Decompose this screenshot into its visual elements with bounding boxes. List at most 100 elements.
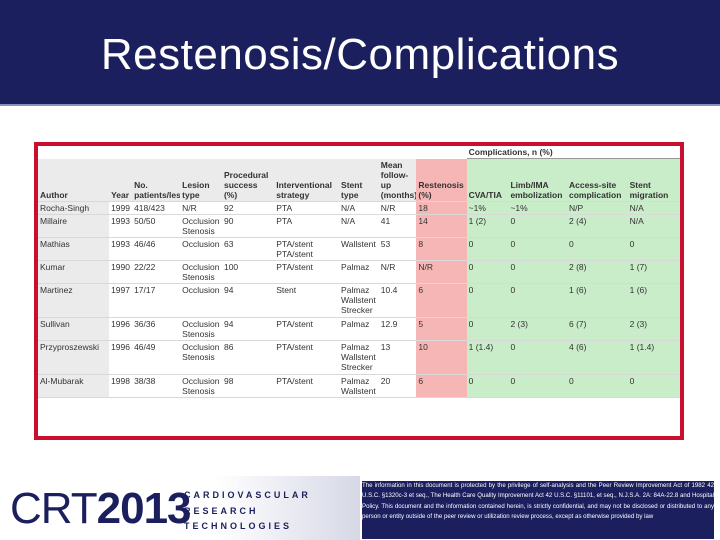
table-cell: 5 xyxy=(416,317,467,341)
logo-tagline: CARDIOVASCULAR RESEARCH TECHNOLOGIES xyxy=(184,488,311,535)
table-row: Sullivan 1996 36/36 Occlusion Stenosis 94 PTA… xyxy=(38,317,680,341)
table-cell: Stent xyxy=(274,283,340,318)
table-cell: 92 xyxy=(221,201,275,215)
table-cell: 36/36 xyxy=(132,317,181,341)
data-table-frame: Complications, n (%) Author Year No. pat… xyxy=(34,142,684,440)
slide-title: Restenosis/Complications xyxy=(100,30,620,79)
table-cell: Occlusion Stenosis xyxy=(180,260,222,284)
table-cell: Occlusion Stenosis xyxy=(180,317,222,341)
table-cell: 6 (7) xyxy=(566,317,628,341)
logo-year-text: 2013 xyxy=(96,484,192,533)
col-header: Stent migration xyxy=(627,158,680,202)
col-header: Lesion type xyxy=(180,158,222,202)
table-cell: 90 xyxy=(221,214,275,238)
table-cell: 2 (3) xyxy=(627,317,680,341)
restenosis-table: Complications, n (%) Author Year No. pat… xyxy=(38,146,680,398)
table-row: Kumar 1990 22/22 Occlusion Stenosis 100 PTA/s… xyxy=(38,260,680,284)
table-cell: 418/423 xyxy=(132,201,181,215)
table-cell: 1 (2) xyxy=(466,214,509,238)
table-cell: 1 (6) xyxy=(566,283,628,318)
table-cell: 1 (7) xyxy=(627,260,680,284)
table-cell: 1 (1.4) xyxy=(627,340,680,375)
table-cell: PTA/stent xyxy=(274,340,340,375)
table-cell: PTA xyxy=(274,214,340,238)
group-header-row: Complications, n (%) xyxy=(38,146,680,159)
table-cell: 0 xyxy=(627,374,680,398)
crt-logo: CRT2013 xyxy=(10,484,192,534)
table-row: Martinez 1997 17/17 Occlusion 94 Stent Palmaz … xyxy=(38,283,680,318)
table-cell: 38/38 xyxy=(132,374,181,398)
table-cell: 0 xyxy=(508,214,567,238)
logo-crt-text: CRT xyxy=(10,484,98,533)
table-cell: 1990 xyxy=(109,260,133,284)
column-header-row: Author Year No. patients/lesions Lesion … xyxy=(38,158,680,202)
table-cell: 2 (8) xyxy=(566,260,628,284)
table-cell: N/R xyxy=(378,201,417,215)
logo-area xyxy=(0,476,360,540)
table-cell: Occlusion xyxy=(180,237,222,261)
col-header: Stent type xyxy=(339,158,379,202)
table-cell: 0 xyxy=(566,237,628,261)
table-cell: 0 xyxy=(466,317,509,341)
table-cell: 94 xyxy=(221,317,275,341)
table-row: Mathias 1993 46/46 Occlusion 63 PTA/stent PTA… xyxy=(38,237,680,261)
table-cell: PTA/stent xyxy=(274,260,340,284)
table-cell: 22/22 xyxy=(132,260,181,284)
logo-line-3: TECHNOLOGIES xyxy=(184,521,293,531)
table-row: Przyproszewski 1996 46/49 Occlusion Stenosi… xyxy=(38,340,680,375)
table-cell: 17/17 xyxy=(132,283,181,318)
table-cell: 0 xyxy=(466,283,509,318)
table-cell: Wallstent xyxy=(339,237,379,261)
table-cell: N/A xyxy=(339,201,379,215)
table-cell: 12.9 xyxy=(378,317,417,341)
table-cell: 53 xyxy=(378,237,417,261)
title-divider xyxy=(0,104,720,106)
table-cell: 1993 xyxy=(109,237,133,261)
col-header: Access-site complication xyxy=(566,158,628,202)
col-header: Year xyxy=(109,158,133,202)
table-cell: 14 xyxy=(416,214,467,238)
table-cell: N/A xyxy=(339,214,379,238)
col-header-restenosis: Restenosis (%) xyxy=(416,158,467,202)
table-row: Millaire 1993 50/50 Occlusion Stenosis 90 PTA… xyxy=(38,214,680,238)
table-cell: 0 xyxy=(508,374,567,398)
table-cell: 1993 xyxy=(109,214,133,238)
table-cell: N/R xyxy=(416,260,467,284)
table-cell: 0 xyxy=(466,374,509,398)
table-cell: 0 xyxy=(466,260,509,284)
table-cell: 1998 xyxy=(109,374,133,398)
table-cell: 46/46 xyxy=(132,237,181,261)
table-cell: 0 xyxy=(566,374,628,398)
table-cell: 1 (6) xyxy=(627,283,680,318)
table-cell: Palmaz xyxy=(339,317,379,341)
table-cell: 20 xyxy=(378,374,417,398)
table-row: Al-Mubarak 1998 38/38 Occlusion Stenosis 98 P… xyxy=(38,374,680,398)
col-header: Mean follow-up (months) xyxy=(378,158,417,202)
table-cell: 8 xyxy=(416,237,467,261)
col-header: CVA/TIA xyxy=(466,158,509,202)
table-cell: 10 xyxy=(416,340,467,375)
table-cell: Palmaz xyxy=(339,260,379,284)
table-cell: 18 xyxy=(416,201,467,215)
complications-group-header: Complications, n (%) xyxy=(466,146,680,159)
col-header: Procedural success (%) xyxy=(221,158,275,202)
table-cell: Kumar xyxy=(38,260,110,284)
table-cell: 4 (6) xyxy=(566,340,628,375)
logo-line-2: RESEARCH xyxy=(184,505,259,516)
table-cell: PTA xyxy=(274,201,340,215)
table-cell: Occlusion xyxy=(180,283,222,318)
table-cell: 6 xyxy=(416,374,467,398)
table-cell: N/P xyxy=(566,201,628,215)
table-cell: 2 (3) xyxy=(508,317,567,341)
table-cell: 98 xyxy=(221,374,275,398)
table-cell: N/R xyxy=(378,260,417,284)
table-cell: Mathias xyxy=(38,237,110,261)
table-cell: 6 xyxy=(416,283,467,318)
table-cell: 86 xyxy=(221,340,275,375)
logo-line-1: CARDIOVASCULAR xyxy=(184,490,311,500)
col-header: Author xyxy=(38,158,110,202)
table-cell: 1996 xyxy=(109,317,133,341)
table-cell: Millaire xyxy=(38,214,110,238)
table-cell: Occlusion Stenosis xyxy=(180,340,222,375)
table-cell: 0 xyxy=(508,340,567,375)
